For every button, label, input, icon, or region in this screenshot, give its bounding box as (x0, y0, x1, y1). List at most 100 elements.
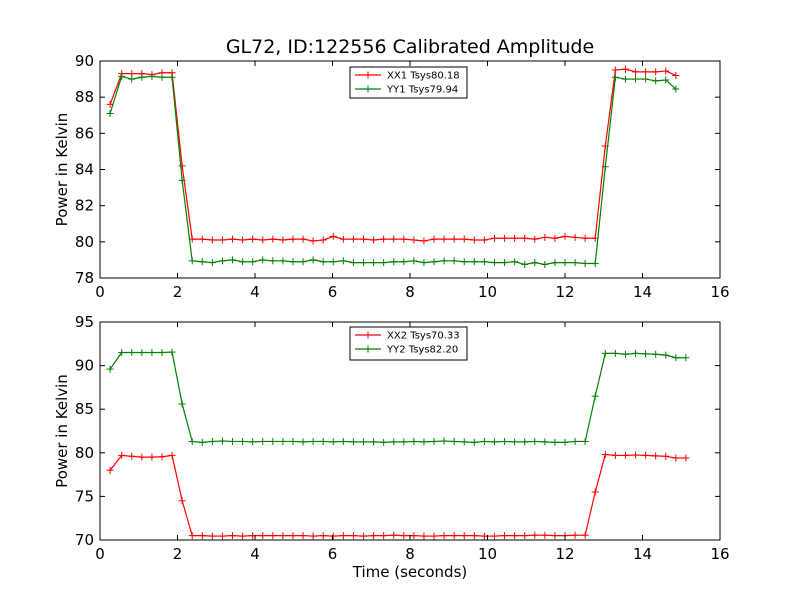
data-point (128, 349, 136, 357)
data-point (571, 437, 579, 445)
data-point (662, 67, 670, 75)
data-point (309, 237, 317, 245)
data-point (632, 349, 640, 357)
data-point (642, 451, 650, 459)
data-point (541, 260, 549, 268)
data-point (289, 532, 297, 540)
data-point (480, 437, 488, 445)
data-point (652, 77, 660, 85)
data-point (400, 258, 408, 266)
data-point (269, 437, 277, 445)
x-tick-label: 0 (95, 545, 105, 563)
data-point (440, 532, 448, 540)
y-tick-label: 86 (75, 124, 94, 142)
data-point (319, 236, 327, 244)
data-point (208, 437, 216, 445)
data-point (339, 532, 347, 540)
data-point (662, 76, 670, 84)
data-point (138, 73, 146, 81)
chart-title: GL72, ID:122556 Calibrated Amplitude (226, 36, 594, 58)
data-point (158, 73, 166, 81)
legend-label: XX1 Tsys80.18 (387, 71, 460, 82)
x-tick-label: 14 (633, 283, 652, 301)
data-point (380, 235, 388, 243)
data-point (521, 532, 529, 540)
data-point (460, 235, 468, 243)
data-point (239, 532, 247, 540)
data-point (571, 259, 579, 267)
data-point (349, 259, 357, 267)
x-tick-label: 6 (328, 545, 338, 563)
data-point (390, 438, 398, 446)
data-point (279, 437, 287, 445)
data-point (410, 532, 418, 540)
bottom-plot: 0 2 4 6 8 10 12 14 16 70 75 80 85 90 95 Power in Kelvin… (53, 313, 730, 581)
data-point (168, 73, 176, 81)
data-point (218, 257, 226, 265)
data-point (208, 236, 216, 244)
data-point (521, 438, 529, 446)
data-point (309, 256, 317, 264)
data-point (480, 532, 488, 540)
data-point (229, 532, 237, 540)
data-point (632, 451, 640, 459)
data-point (390, 235, 398, 243)
data-point (420, 532, 428, 540)
x-tick-label: 12 (555, 545, 574, 563)
x-tick-label: 16 (710, 283, 729, 301)
data-point (420, 438, 428, 446)
y-tick-label: 70 (75, 531, 94, 549)
data-point (531, 235, 539, 243)
legend-label: YY1 Tsys79.94 (386, 85, 458, 96)
data-point (188, 257, 196, 265)
legend-marker (364, 71, 372, 79)
y-tick-label: 78 (75, 269, 94, 287)
data-point (480, 236, 488, 244)
data-point (490, 234, 498, 242)
data-point (450, 437, 458, 445)
data-point (218, 236, 226, 244)
y-tick-label: 82 (75, 197, 94, 215)
data-point (591, 392, 599, 400)
data-point (259, 256, 267, 264)
data-point (178, 162, 186, 170)
data-point (208, 532, 216, 540)
data-point (390, 531, 398, 539)
data-point (400, 532, 408, 540)
x-tick-label: 4 (250, 545, 260, 563)
data-point (632, 75, 640, 83)
data-point (501, 532, 509, 540)
data-point (106, 365, 114, 373)
data-point (440, 437, 448, 445)
data-point (168, 348, 176, 356)
data-point (400, 235, 408, 243)
data-point (349, 235, 357, 243)
data-point (581, 260, 589, 268)
y-tick-label: 90 (75, 357, 94, 375)
data-point (501, 259, 509, 267)
x-tick-label: 8 (405, 283, 415, 301)
data-point (239, 437, 247, 445)
data-point (229, 437, 237, 445)
x-tick-label: 0 (95, 283, 105, 301)
data-point (106, 109, 114, 117)
data-point (581, 437, 589, 445)
data-point (601, 163, 609, 171)
data-point (490, 259, 498, 267)
data-point (672, 354, 680, 362)
data-point (148, 349, 156, 357)
data-point (309, 437, 317, 445)
data-point (198, 235, 206, 243)
data-point (682, 354, 690, 362)
data-point (279, 257, 287, 265)
data-point (148, 453, 156, 461)
data-point (581, 234, 589, 242)
data-point (531, 437, 539, 445)
data-point (168, 451, 176, 459)
data-point (611, 66, 619, 74)
data-point (349, 532, 357, 540)
x-tick-label: 2 (173, 283, 183, 301)
data-point (591, 488, 599, 496)
data-point (601, 349, 609, 357)
